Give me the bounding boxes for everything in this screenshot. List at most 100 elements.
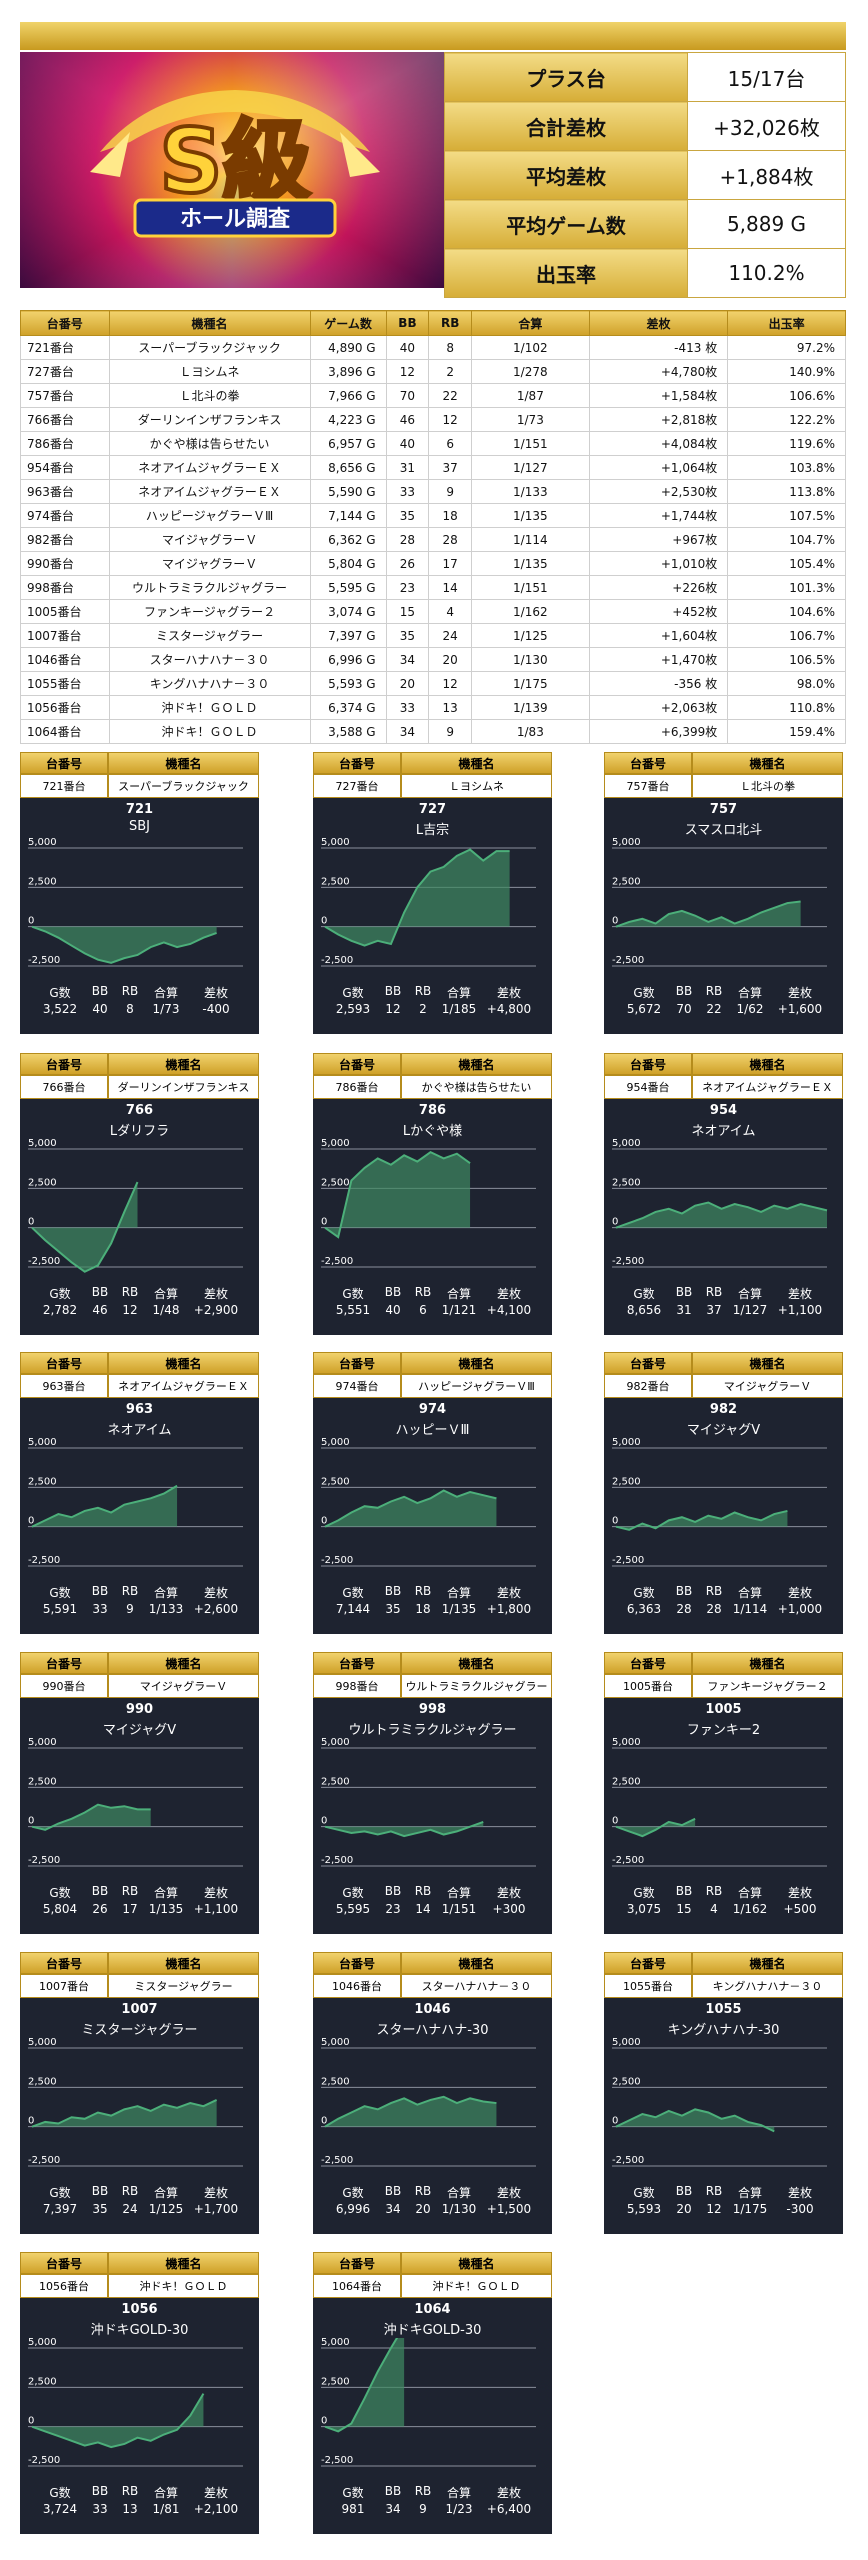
chart-machine-number: 1056: [121, 2302, 158, 2317]
profit-chart: 5,000 2,500 0 -2,500: [321, 1139, 536, 1268]
y-tick-label: 5,000: [28, 838, 57, 848]
stat-value: 1/125: [148, 2202, 184, 2216]
chart-title: SBJ: [128, 819, 150, 834]
table-cell: マイジャグラーＶ: [108, 527, 311, 552]
table-cell: 766番台: [20, 407, 110, 432]
table-cell: 113.8%: [727, 479, 846, 504]
stat-label: RB: [414, 984, 432, 998]
summary-label: 平均ゲーム数: [444, 199, 688, 249]
table-cell: +6,399枚: [588, 719, 729, 744]
profit-chart: 5,000 2,500 0 -2,500: [612, 838, 827, 967]
table-cell: 18: [428, 503, 472, 528]
table-cell: 33: [385, 695, 430, 720]
machine-chart-card: 台番号 機種名 1005番台 ファンキージャグラー２ 1005 ファンキー2 5,000 2,…: [604, 1652, 843, 1934]
profit-chart: 5,000 2,500 0 -2,500: [321, 1438, 536, 1567]
table-cell: 4,223 G: [309, 407, 387, 432]
stat-label: BB: [675, 1884, 693, 1898]
column-header: ゲーム数: [309, 310, 387, 336]
stat-label: 差枚: [203, 986, 228, 1000]
card-machine-model: ウルトラミラクルジャグラー: [401, 1674, 552, 1698]
stat-value: 33: [92, 2502, 108, 2516]
machine-chart-card: 台番号 機種名 954番台 ネオアイムジャグラーＥＸ 954 ネオアイム 5,000 2,50…: [604, 1053, 843, 1335]
stat-value: 31: [676, 1303, 692, 1317]
card-machine-model: スーパーブラックジャック: [108, 774, 259, 798]
series-area: [325, 1152, 471, 1238]
series-line: [31, 1484, 178, 1528]
table-cell: 998番台: [20, 575, 110, 600]
series-line: [615, 1817, 696, 1838]
table-cell: ハッピージャグラーＶⅢ: [108, 503, 311, 528]
table-cell: 6,362 G: [309, 527, 387, 552]
profit-chart: 5,000 2,500 0 -2,500: [321, 2038, 536, 2167]
table-cell: 20: [428, 647, 472, 672]
stat-label: 差枚: [496, 986, 521, 1000]
table-cell: +1,604枚: [588, 623, 729, 648]
series-line: [324, 848, 510, 947]
table-cell: 70: [385, 383, 430, 408]
card-machine-no: 982番台: [604, 1374, 692, 1398]
table-cell: 4,890 G: [309, 335, 387, 360]
card-header: 台番号 機種名 766番台 ダーリンインザフランキス: [20, 1053, 259, 1099]
summary-row: 平均ゲーム数 5,889 G: [444, 199, 846, 249]
card-header-no-label: 台番号: [313, 1652, 401, 1674]
stat-label: BB: [384, 984, 402, 998]
y-tick-label: -2,500: [28, 1555, 60, 1566]
profit-chart: 5,000 2,500 0 -2,500: [612, 1139, 828, 1268]
stat-label: BB: [384, 1584, 402, 1598]
stat-value: 33: [92, 1602, 108, 1616]
stat-value: 12: [385, 1002, 401, 1016]
stat-value: 1/151: [441, 1902, 477, 1916]
table-cell: 101.3%: [727, 575, 846, 600]
table-cell: 33: [385, 479, 430, 504]
y-tick-label: 2,500: [321, 2076, 350, 2087]
stat-value: +1,000: [777, 1602, 823, 1616]
table-cell: 104.6%: [727, 599, 846, 624]
table-cell: 727番台: [20, 359, 110, 384]
machine-chart-card: 台番号 機種名 766番台 ダーリンインザフランキス 766 Lダリフラ 5,000 2,50…: [20, 1053, 259, 1335]
table-cell: 20: [385, 671, 430, 696]
summary-row: 出玉率 110.2%: [444, 248, 846, 298]
stat-value: +2,100: [193, 2502, 239, 2516]
y-tick-label: 2,500: [321, 1177, 350, 1188]
profit-chart: 5,000 2,500 0 -2,500: [321, 838, 536, 967]
table-cell: +2,063枚: [588, 695, 729, 720]
machine-table: 台番号 機種名 ゲーム数 BB RB 合算 差枚 出玉率 721番台 スーパーブラックジャック 4…: [20, 310, 846, 744]
column-header: 合算: [471, 310, 590, 336]
y-tick-label: -2,500: [28, 2155, 60, 2166]
card-machine-model: ネオアイムジャグラーＥＸ: [108, 1374, 259, 1398]
y-tick-label: 0: [612, 1516, 618, 1527]
stat-value: 9: [126, 1602, 134, 1616]
stat-label: 差枚: [203, 1287, 228, 1301]
chart-title: L吉宗: [415, 823, 450, 838]
stat-label: RB: [121, 2184, 139, 2198]
y-tick-label: 2,500: [28, 2376, 57, 2387]
stat-value: 34: [385, 2502, 401, 2516]
stat-label: RB: [705, 984, 723, 998]
table-cell: 1/162: [471, 599, 590, 624]
stat-value: 28: [706, 1602, 722, 1616]
card-header-no-label: 台番号: [20, 1952, 108, 1974]
y-tick-label: 2,500: [612, 876, 641, 887]
card-machine-no: 963番台: [20, 1374, 108, 1398]
machine-chart-card: 台番号 機種名 727番台 Ｌヨシムネ 727 L吉宗 5,000 2,500 0 -2,500 G…: [313, 752, 552, 1034]
hero-banner: S級 ホール調査: [20, 52, 444, 288]
table-cell: +1,010枚: [588, 551, 729, 576]
stat-label: RB: [121, 2484, 139, 2498]
card-header-model-label: 機種名: [401, 1952, 552, 1974]
table-row: 721番台 スーパーブラックジャック 4,890 G 40 8 1/102 -413 枚 97…: [20, 335, 846, 360]
stat-value: 7,144: [335, 1602, 371, 1616]
chart-title: ミスタージャグラー: [81, 2023, 198, 2038]
card-machine-no: 998番台: [313, 1674, 401, 1698]
card-machine-model: マイジャグラーＶ: [692, 1374, 843, 1398]
table-cell: +2,530枚: [588, 479, 729, 504]
card-header-model-label: 機種名: [108, 1352, 259, 1374]
stat-label: RB: [414, 2184, 432, 2198]
y-tick-label: -2,500: [321, 2455, 353, 2466]
stat-label: G数: [633, 1586, 655, 1600]
y-tick-label: 5,000: [28, 1438, 57, 1448]
y-tick-label: 5,000: [321, 838, 350, 848]
stat-value: 35: [385, 1602, 401, 1616]
table-cell: 982番台: [20, 527, 110, 552]
summary-label: 平均差枚: [444, 150, 688, 200]
table-cell: +967枚: [588, 527, 729, 552]
